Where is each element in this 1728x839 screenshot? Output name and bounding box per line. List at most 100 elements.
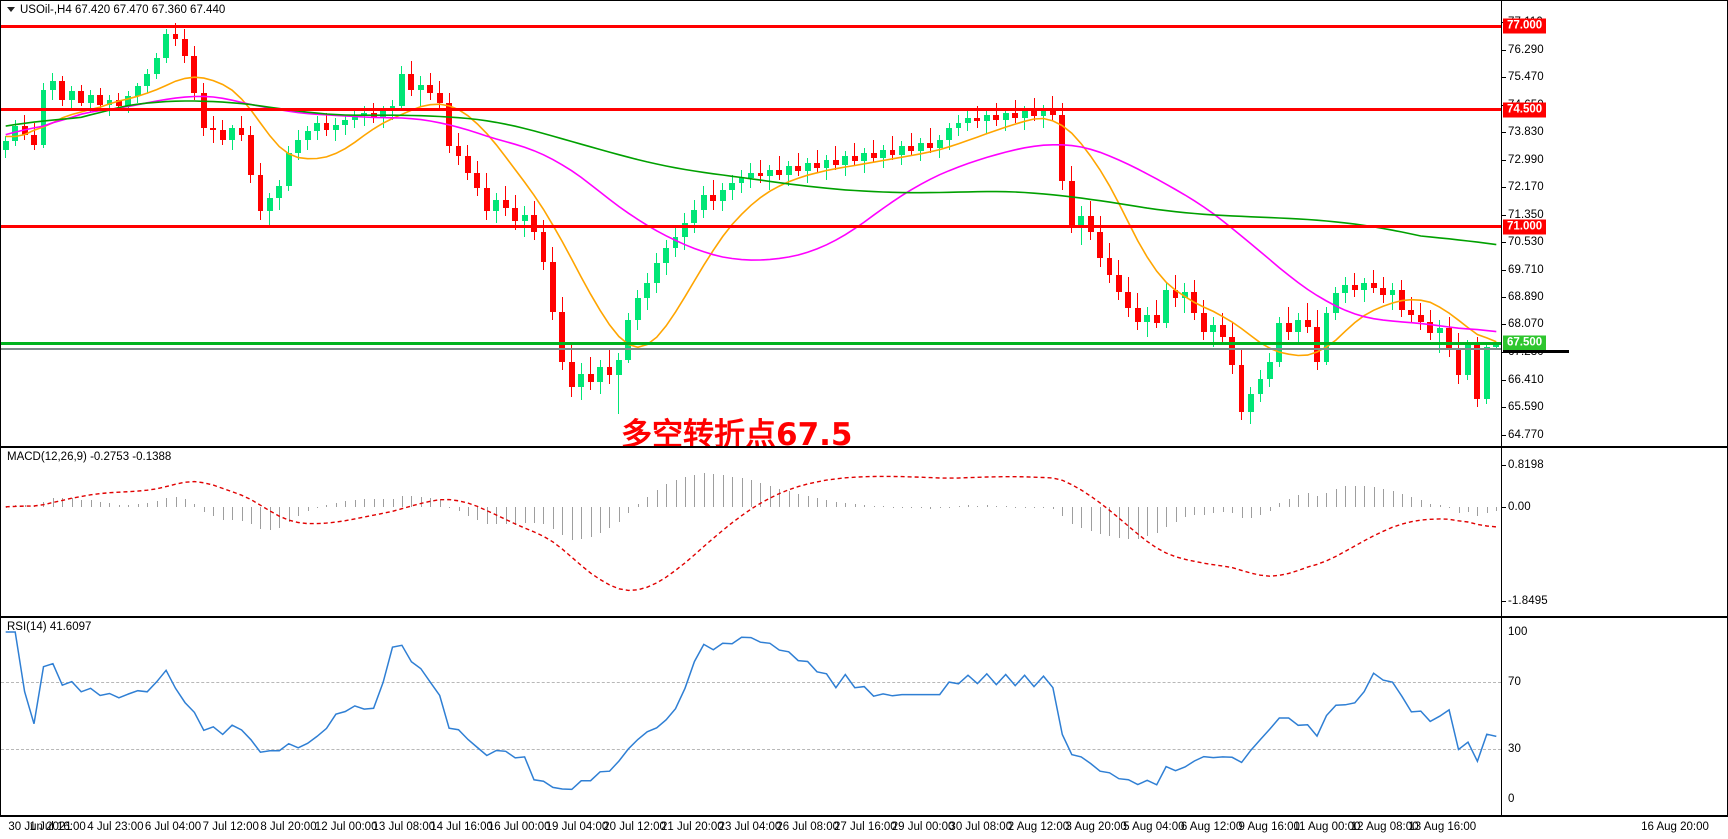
time-tick-label: 5 Aug 04:00 (1123, 821, 1185, 833)
level-line-resistance-77[interactable] (1, 24, 1501, 28)
macd-histogram-bar (986, 505, 988, 507)
price-tick: 65.590 (1502, 401, 1544, 414)
candle (1493, 1, 1500, 446)
candle (134, 1, 141, 446)
candle-body (1087, 216, 1094, 232)
rsi-plot-area[interactable] (1, 618, 1501, 815)
macd-histogram-bar (930, 506, 932, 509)
candle-wick (1373, 269, 1375, 294)
price-tick: 76.290 (1502, 43, 1544, 56)
candle-body (691, 209, 698, 224)
level-tag-resistance-77[interactable]: 77.000 (1503, 18, 1547, 34)
candle (1182, 1, 1188, 446)
macd-histogram-bar (467, 506, 469, 516)
macd-panel[interactable]: MACD(12,26,9) -0.2753 -0.1388 0.8198 0.00… (0, 447, 1728, 617)
macd-plot-area[interactable] (1, 448, 1501, 616)
candle (606, 1, 613, 446)
macd-histogram-bar (1345, 486, 1347, 507)
macd-histogram-bar (1477, 506, 1479, 517)
macd-histogram-bar (1279, 503, 1281, 507)
level-tag-pivot-67-5[interactable]: 67.500 (1503, 335, 1547, 351)
price-tick: 70.530 (1502, 236, 1544, 249)
candle (49, 1, 56, 446)
level-line-resistance-71[interactable] (1, 225, 1501, 228)
macd-histogram-bar (1288, 499, 1290, 507)
candle (936, 1, 943, 446)
candle (323, 1, 330, 446)
level-line-resistance-74-5[interactable] (1, 108, 1501, 112)
macd-histogram-bar (118, 504, 120, 507)
candle-body (1370, 283, 1377, 289)
candle (1446, 1, 1453, 446)
candle (1266, 1, 1273, 446)
macd-histogram-bar (798, 494, 800, 507)
candle (97, 1, 103, 446)
candle-body (1455, 350, 1462, 376)
macd-histogram-bar (1062, 506, 1064, 516)
price-plot-area[interactable]: 多空转折点67.5 (1, 1, 1501, 446)
candle (1106, 1, 1113, 446)
candle-body (1304, 320, 1311, 327)
level-tag-resistance-71[interactable]: 71.000 (1503, 219, 1547, 234)
candle (257, 1, 264, 446)
candle (776, 1, 783, 446)
level-line-pivot-67-5[interactable] (1, 341, 1501, 345)
candle-body (59, 81, 66, 100)
candle (1153, 1, 1160, 446)
macd-histogram-bar (326, 504, 328, 507)
price-tick: 69.710 (1502, 263, 1544, 276)
candle-body (266, 198, 273, 212)
macd-histogram-bar (1335, 488, 1337, 507)
rsi-panel[interactable]: RSI(14) 41.6097 100 70 30 0 (0, 617, 1728, 816)
macd-histogram-bar (892, 506, 894, 508)
level-tag-resistance-74-5[interactable]: 74.500 (1503, 102, 1547, 118)
candle-wick (797, 152, 799, 177)
candle-wick (854, 142, 856, 167)
candle-body (965, 117, 971, 123)
candle-wick (335, 117, 337, 142)
candle (1144, 1, 1151, 446)
candle (1370, 1, 1377, 446)
macd-axis[interactable]: 0.8198 0.00 -1.8495 (1501, 448, 1727, 616)
chevron-down-icon[interactable] (7, 7, 15, 13)
candle-body (899, 146, 905, 155)
macd-histogram-bar (1213, 506, 1215, 513)
candle (1436, 1, 1443, 446)
candle-body (832, 159, 839, 165)
candle-body (153, 57, 160, 75)
candle (1323, 1, 1330, 446)
candle-body (455, 146, 462, 157)
price-chart-panel[interactable]: 多空转折点67.5 USOil-,H4 67.420 67.470 67.360… (0, 0, 1728, 447)
candle-wick (1156, 300, 1158, 329)
candle-body (738, 178, 745, 184)
macd-histogram-bar (458, 506, 460, 512)
candle (587, 1, 594, 446)
candle-body (1219, 325, 1226, 337)
macd-histogram-bar (618, 506, 620, 523)
candle (2, 1, 9, 446)
candle-body (502, 199, 509, 209)
candle (1219, 1, 1226, 446)
macd-histogram-bar (807, 496, 809, 507)
candle (710, 1, 717, 446)
macd-histogram-bar (1184, 506, 1186, 517)
candle-body (78, 91, 85, 103)
candle (616, 1, 622, 446)
candle (182, 1, 188, 446)
candle (1068, 1, 1075, 446)
rsi-axis[interactable]: 100 70 30 0 (1501, 618, 1727, 815)
macd-histogram-bar (1156, 506, 1158, 534)
candle (1248, 1, 1254, 446)
macd-histogram-bar (1251, 506, 1252, 518)
candle (1342, 1, 1349, 446)
candle-body (531, 214, 537, 232)
candle-body (776, 169, 783, 175)
candle-body (436, 92, 443, 103)
price-tick: 66.410 (1502, 373, 1544, 386)
macd-histogram-bar (854, 504, 856, 507)
time-axis[interactable]: 30 Jun 2021 1 Jul 16:00 4 Jul 23:00 6 Jul 0… (0, 816, 1728, 839)
candle-body (1049, 109, 1056, 115)
candle (59, 1, 66, 446)
macd-histogram-bar (1354, 485, 1356, 507)
candle (597, 1, 603, 446)
